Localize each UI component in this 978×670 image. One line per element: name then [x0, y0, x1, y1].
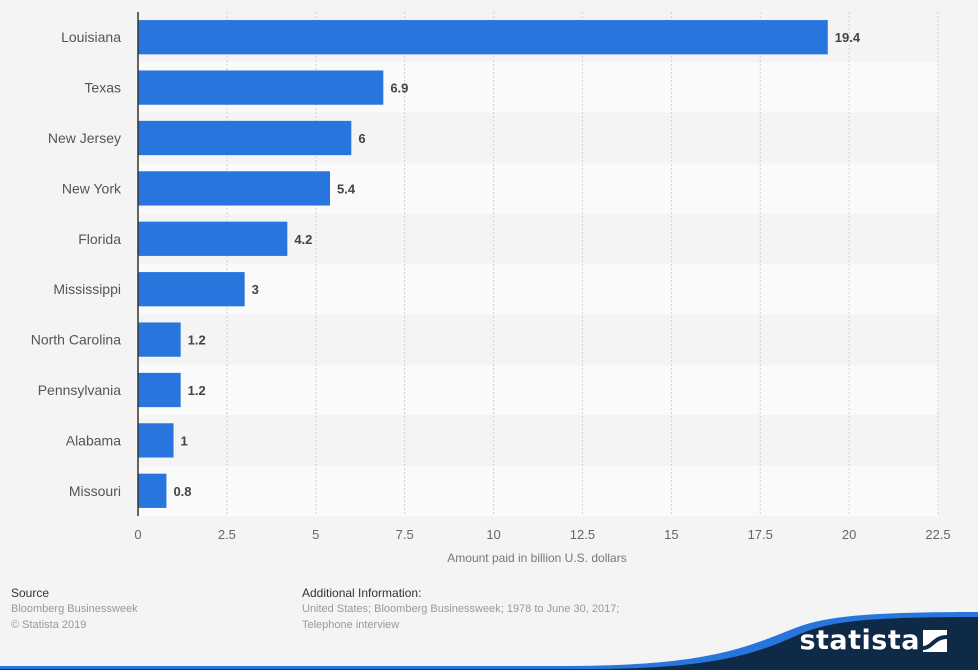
- x-tick-label: 15: [664, 527, 678, 542]
- bar: [138, 20, 828, 55]
- additional-info-line: Telephone interview: [302, 619, 400, 631]
- value-label: 1.2: [188, 383, 206, 398]
- x-tick-label: 7.5: [396, 527, 414, 542]
- bar: [138, 171, 330, 206]
- category-label: New Jersey: [48, 130, 121, 146]
- source-block: Source Bloomberg Businessweek © Statista…: [11, 585, 138, 633]
- bar: [138, 322, 181, 357]
- additional-info-line: United States; Bloomberg Businessweek; 1…: [302, 603, 620, 615]
- x-tick-label: 0: [134, 527, 141, 542]
- row-band: [138, 465, 938, 516]
- x-tick-label: 5: [312, 527, 319, 542]
- bar: [138, 272, 245, 307]
- bar: [138, 473, 167, 508]
- x-tick-label: 12.5: [570, 527, 595, 542]
- additional-info-heading: Additional Information:: [302, 586, 422, 600]
- value-label: 1: [181, 433, 188, 448]
- value-label: 3: [252, 282, 259, 297]
- x-tick-label: 20: [842, 527, 856, 542]
- bar: [138, 423, 174, 458]
- value-label: 6.9: [390, 81, 408, 96]
- bar: [138, 372, 181, 408]
- source-line[interactable]: Bloomberg Businessweek: [11, 603, 138, 615]
- x-tick-label: 17.5: [748, 527, 773, 542]
- statista-logo-text[interactable]: statista: [799, 625, 920, 656]
- source-heading: Source: [11, 586, 50, 600]
- x-axis-title: Amount paid in billion U.S. dollars: [447, 551, 626, 565]
- category-label: New York: [62, 180, 122, 196]
- value-label: 1.2: [188, 333, 206, 348]
- statista-logo-icon: [923, 630, 947, 652]
- statista-brand-banner: statista: [0, 600, 978, 670]
- category-label: Missouri: [69, 483, 121, 499]
- category-label: Florida: [78, 231, 121, 247]
- copyright-line: © Statista 2019: [11, 619, 87, 631]
- category-label: Louisiana: [61, 29, 121, 45]
- value-label: 6: [358, 131, 365, 146]
- brand-wave: [0, 612, 978, 670]
- row-band: [138, 364, 938, 416]
- x-tick-label: 10: [486, 527, 500, 542]
- x-tick-label: 22.5: [925, 527, 950, 542]
- bar: [138, 120, 352, 156]
- value-label: 4.2: [294, 232, 312, 247]
- row-band: [138, 314, 938, 365]
- value-label: 5.4: [337, 181, 356, 196]
- value-label: 0.8: [173, 484, 191, 499]
- value-label: 19.4: [835, 30, 861, 45]
- bar-chart: Louisiana Texas New Jersey New York Florida M…: [31, 12, 951, 565]
- category-label: North Carolina: [31, 332, 121, 348]
- bar: [138, 70, 384, 105]
- row-band: [138, 415, 938, 466]
- bar: [138, 221, 288, 256]
- category-label: Pennsylvania: [38, 382, 121, 398]
- category-label: Texas: [84, 80, 121, 96]
- additional-info-block: Additional Information: United States; B…: [302, 585, 619, 633]
- category-label: Mississippi: [53, 281, 121, 297]
- category-label: Alabama: [66, 432, 121, 448]
- row-band: [138, 264, 938, 315]
- x-tick-label: 2.5: [218, 527, 236, 542]
